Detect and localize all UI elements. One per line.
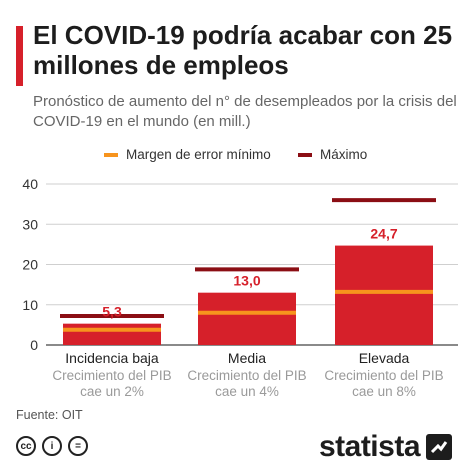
y-tick-label: 40 (22, 176, 38, 192)
chart-subtitle: Pronóstico de aumento del n° de desemple… (33, 93, 457, 130)
legend-label-max: Máximo (320, 147, 368, 162)
legend-item-min: Margen de error mínimo (104, 147, 271, 162)
footer: cc i = statista (0, 426, 474, 474)
no-derivatives-icon[interactable]: = (68, 436, 88, 456)
license-icons: cc i = (16, 436, 94, 456)
chart-title: El COVID-19 podría acabar con 25 millone… (33, 20, 453, 80)
legend-label-min: Margen de error mínimo (126, 147, 271, 162)
category-sublabel: cae un 2% (80, 384, 144, 399)
y-tick-label: 30 (22, 216, 38, 232)
source-note: Fuente: OIT (16, 408, 83, 422)
creative-commons-icon[interactable]: cc (16, 436, 36, 456)
legend-swatch-max (298, 152, 312, 157)
statista-mark-icon (426, 434, 452, 460)
category-sublabel: cae un 4% (215, 384, 279, 399)
category-label: Media (228, 350, 266, 366)
data-label: 5,3 (102, 304, 122, 320)
title-accent-bar (16, 26, 23, 86)
brand-name: statista (318, 430, 421, 463)
legend-item-max: Máximo (298, 147, 367, 162)
category-label: Incidencia baja (65, 350, 159, 366)
legend: Margen de error mínimo Máximo (0, 147, 474, 167)
bar-chart: 0 10 20 30 40 5,3 Incidencia baja Crecimiento d… (22, 176, 458, 399)
bar (63, 323, 161, 345)
data-label: 13,0 (233, 273, 260, 289)
category-sublabel: Crecimiento del PIB (187, 368, 306, 383)
category-sublabel: Crecimiento del PIB (324, 368, 443, 383)
bar (198, 292, 296, 345)
attribution-icon[interactable]: i (42, 436, 62, 456)
category-label: Elevada (359, 350, 410, 366)
y-tick-label: 0 (30, 337, 38, 353)
statista-logo[interactable]: statista (319, 430, 452, 464)
category-sublabel: Crecimiento del PIB (52, 368, 171, 383)
y-tick-label: 10 (22, 297, 38, 313)
bar (335, 245, 433, 345)
y-tick-label: 20 (22, 257, 38, 273)
category-sublabel: cae un 8% (352, 384, 416, 399)
legend-swatch-min (104, 152, 118, 157)
data-label: 24,7 (370, 226, 397, 242)
